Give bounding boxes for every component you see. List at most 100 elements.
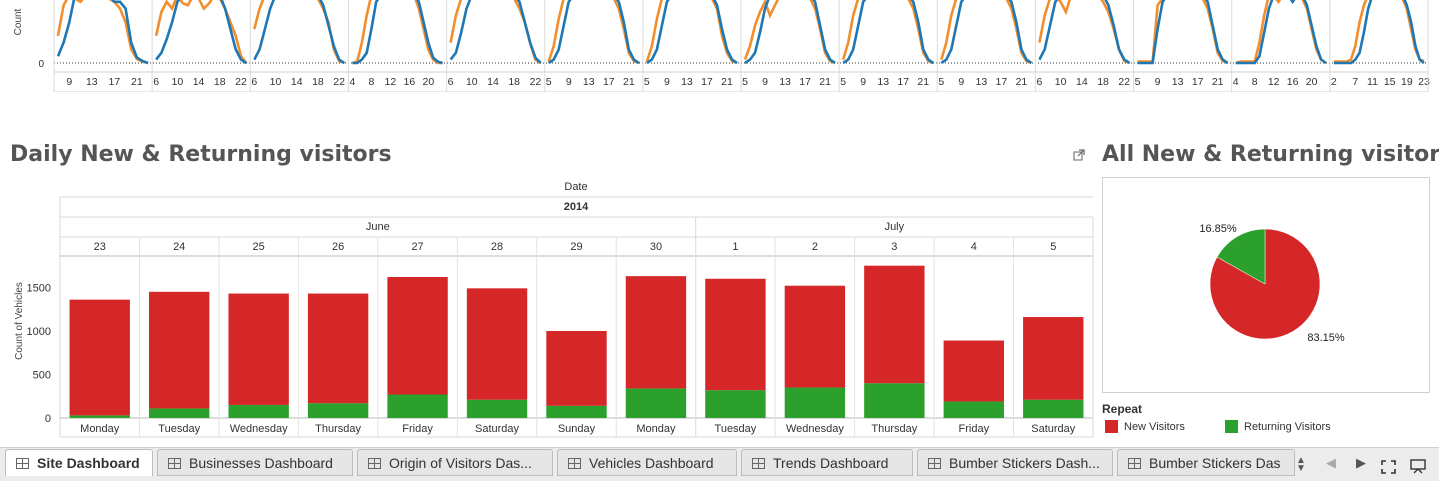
bar-new-visitors[interactable] <box>546 330 607 406</box>
top-tick-label: 14 <box>1076 76 1088 88</box>
sheet-tab-trends-dashboard[interactable]: Trends Dashboard <box>741 449 913 476</box>
top-tick-label: 14 <box>291 76 303 88</box>
top-tick-label: 17 <box>701 76 713 88</box>
bar-returning-visitors[interactable] <box>943 401 1005 418</box>
bar-new-visitors[interactable] <box>784 285 846 388</box>
bar-returning-visitors[interactable] <box>705 390 766 418</box>
bar-new-visitors[interactable] <box>625 276 687 389</box>
day-label: 30 <box>650 241 662 253</box>
presentation-icon[interactable] <box>1410 459 1426 479</box>
sheet-tab-vehicles-dashboard[interactable]: Vehicles Dashboard <box>557 449 737 476</box>
hourly-line-blue <box>253 0 346 65</box>
top-tick-label: 16 <box>404 76 416 88</box>
top-tick-label: 9 <box>958 76 964 88</box>
bar-returning-visitors[interactable] <box>625 388 687 418</box>
bar-returning-visitors[interactable] <box>1023 399 1084 418</box>
bar-returning-visitors[interactable] <box>148 408 210 418</box>
pie-slice-label: 83.15% <box>1307 332 1345 344</box>
top-tick-label: 7 <box>1352 76 1358 88</box>
sheet-tab-label: Origin of Visitors Das... <box>389 455 532 471</box>
bar-returning-visitors[interactable] <box>387 394 448 418</box>
top-tick-label: 13 <box>583 76 595 88</box>
bar-returning-visitors[interactable] <box>307 403 369 418</box>
top-tick-label: 5 <box>938 76 944 88</box>
y-tick-label: 1000 <box>27 326 51 338</box>
daily-chart-title: Daily New & Returning visitors <box>10 142 392 167</box>
pie-chart-title: All New & Returning visitors <box>1102 142 1439 167</box>
day-label: 1 <box>732 241 738 253</box>
bar-new-visitors[interactable] <box>705 278 766 391</box>
legend-swatch[interactable] <box>1225 420 1238 433</box>
top-tick-label: 21 <box>1212 76 1224 88</box>
hourly-line-orange <box>56 0 149 65</box>
top-tick-label: 5 <box>644 76 650 88</box>
day-label: 2 <box>812 241 818 253</box>
sheet-tab-label: Bumber Stickers Das <box>1149 455 1281 471</box>
dashboard-grid-icon <box>568 457 581 469</box>
y-tick-label: 0 <box>45 413 51 425</box>
legend-label[interactable]: New Visitors <box>1124 421 1185 433</box>
sort-arrows-icon[interactable]: ▲ <box>1296 455 1306 466</box>
bar-returning-visitors[interactable] <box>228 404 289 418</box>
bar-returning-visitors[interactable] <box>864 383 925 418</box>
header-year-label: 2014 <box>564 201 589 213</box>
top-tick-label: 23 <box>1418 76 1430 88</box>
top-tick-label: 9 <box>66 76 72 88</box>
top-tick-label: 15 <box>1384 76 1396 88</box>
hourly-line-blue <box>1235 0 1327 65</box>
sheet-tab-bumber-stickers-das[interactable]: Bumber Stickers Das <box>1117 449 1295 476</box>
weekday-label: Monday <box>636 423 676 435</box>
bar-returning-visitors[interactable] <box>784 387 846 418</box>
top-tick-label: 14 <box>193 76 205 88</box>
bar-returning-visitors[interactable] <box>466 399 528 418</box>
hourly-line-blue <box>1333 0 1425 65</box>
bar-new-visitors[interactable] <box>228 293 289 405</box>
bar-returning-visitors[interactable] <box>69 415 130 418</box>
visitor-share-pie-chart: 83.15% 16.85% <box>1102 177 1430 393</box>
top-tick-label: 21 <box>623 76 635 88</box>
top-tick-label: 4 <box>350 76 356 88</box>
weekday-label: Thursday <box>871 423 917 435</box>
top-zero-tick: 0 <box>38 59 44 70</box>
chevron-right-icon[interactable]: ▶ <box>1356 455 1366 470</box>
bar-new-visitors[interactable] <box>307 293 369 404</box>
legend-swatch[interactable] <box>1105 420 1118 433</box>
day-label: 29 <box>570 241 582 253</box>
sheet-tab-businesses-dashboard[interactable]: Businesses Dashboard <box>157 449 353 476</box>
top-tick-label: 21 <box>819 76 831 88</box>
external-link-icon[interactable] <box>1073 148 1085 161</box>
weekday-label: Saturday <box>475 423 520 435</box>
bar-new-visitors[interactable] <box>69 299 130 416</box>
hourly-line-orange <box>1333 0 1425 63</box>
hourly-line-blue <box>646 0 738 65</box>
hourly-line-blue <box>940 0 1033 65</box>
top-tick-label: 18 <box>508 76 520 88</box>
sort-arrows-down-icon[interactable]: ▼ <box>1296 463 1306 474</box>
top-tick-label: 9 <box>664 76 670 88</box>
dashboard-grid-icon <box>1128 457 1141 469</box>
bar-new-visitors[interactable] <box>466 288 528 400</box>
bar-new-visitors[interactable] <box>1023 317 1084 400</box>
top-tick-label: 20 <box>1306 76 1318 88</box>
weekday-label: Sunday <box>558 423 596 435</box>
sheet-tab-bumber-stickers-dash[interactable]: Bumber Stickers Dash... <box>917 449 1113 476</box>
bar-new-visitors[interactable] <box>387 277 448 395</box>
chevron-left-icon[interactable]: ◀ <box>1326 455 1336 470</box>
hourly-line-blue <box>155 0 248 65</box>
sheet-tab-site-dashboard[interactable]: Site Dashboard <box>5 449 153 476</box>
hourly-line-blue <box>1137 0 1229 65</box>
top-tick-label: 17 <box>108 76 120 88</box>
top-tick-label: 18 <box>214 76 226 88</box>
dashboard-grid-icon <box>928 457 941 469</box>
legend-label[interactable]: Returning Visitors <box>1244 421 1331 433</box>
top-tick-label: 17 <box>897 76 909 88</box>
bar-new-visitors[interactable] <box>148 291 210 409</box>
legend-title: Repeat <box>1102 402 1143 416</box>
bar-returning-visitors[interactable] <box>546 405 607 418</box>
sheet-tab-origin-of-visitors-das[interactable]: Origin of Visitors Das... <box>357 449 553 476</box>
weekday-label: Friday <box>959 423 990 435</box>
fullscreen-icon[interactable] <box>1381 460 1396 479</box>
pie-slice-returning-visitors[interactable] <box>1216 228 1266 285</box>
bar-new-visitors[interactable] <box>943 340 1005 402</box>
bar-new-visitors[interactable] <box>864 265 925 384</box>
